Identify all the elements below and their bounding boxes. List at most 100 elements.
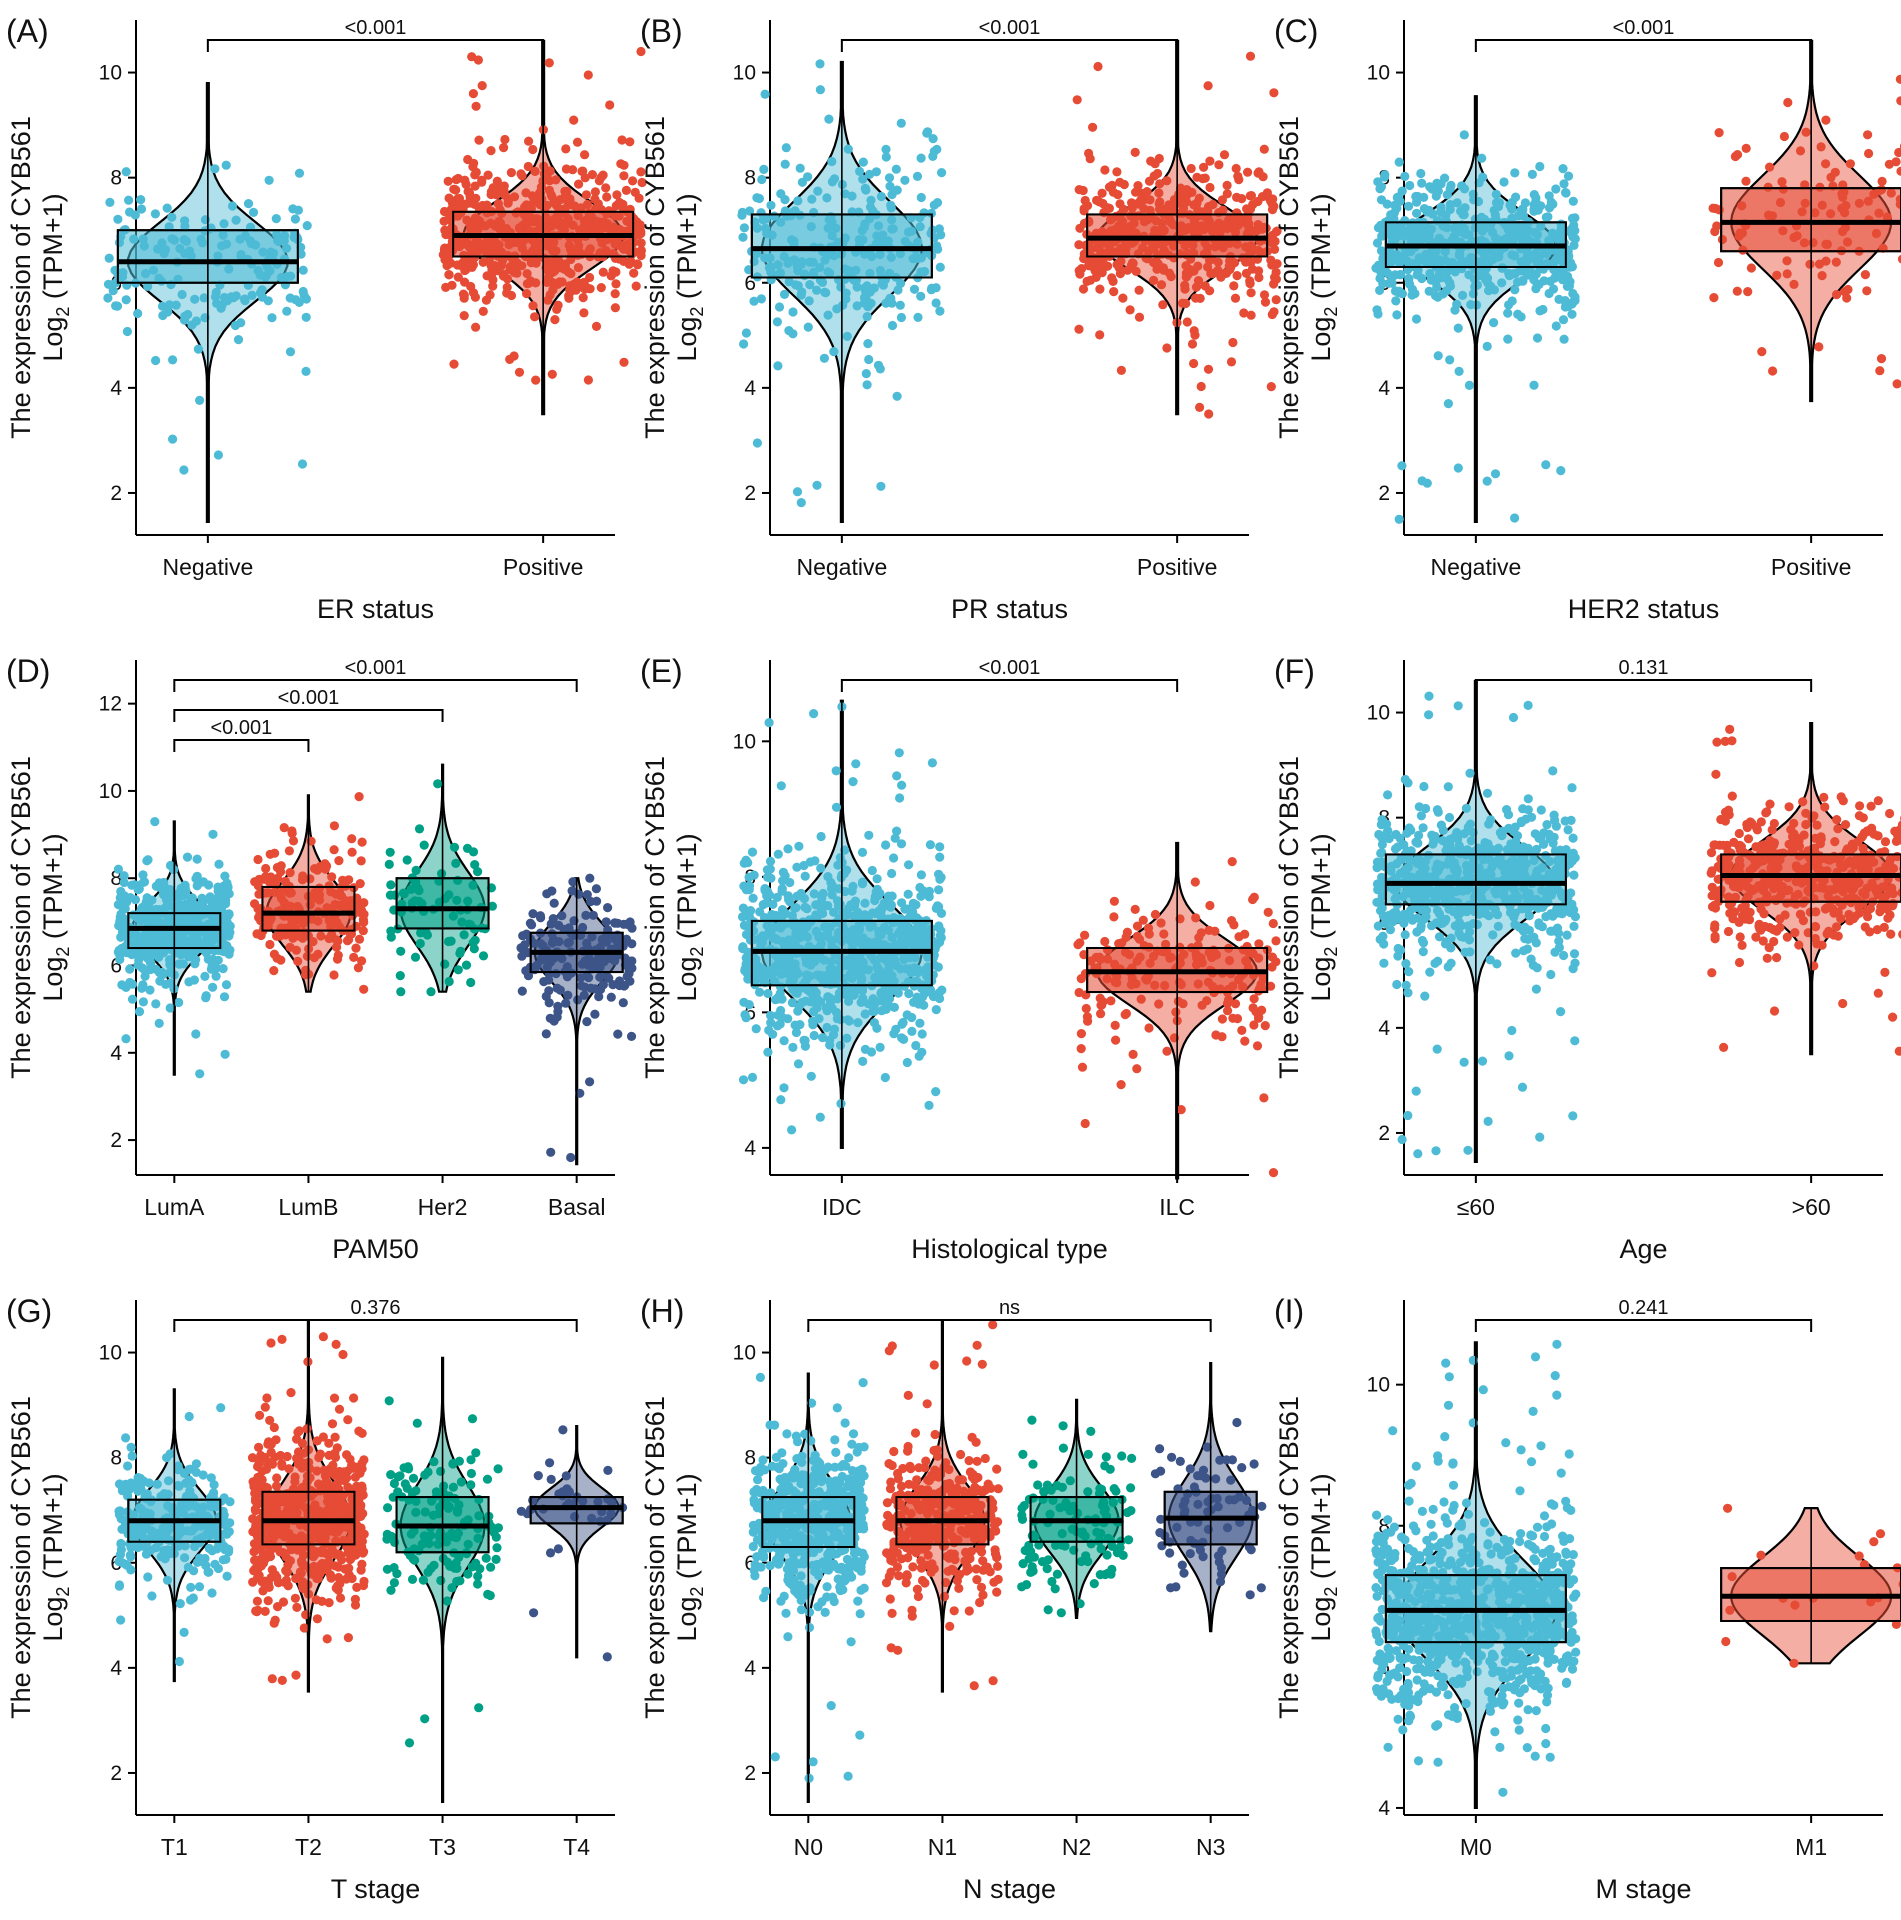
data-point <box>291 923 301 934</box>
data-point <box>1085 154 1095 164</box>
data-point <box>1782 256 1792 266</box>
data-point <box>279 231 290 241</box>
data-point <box>876 271 886 281</box>
data-point <box>1502 845 1512 855</box>
data-point <box>451 858 461 869</box>
data-point <box>838 236 848 246</box>
data-point <box>1465 947 1475 957</box>
data-point <box>1570 1036 1580 1046</box>
data-point <box>867 865 877 876</box>
data-point <box>1222 180 1232 190</box>
data-point <box>816 831 826 842</box>
data-point <box>1102 945 1113 955</box>
data-point <box>924 1100 934 1110</box>
data-point <box>276 955 286 965</box>
data-point <box>1392 310 1402 320</box>
data-point <box>573 210 583 221</box>
data-point <box>931 1005 941 1015</box>
data-point <box>776 781 786 791</box>
data-point <box>1266 255 1276 265</box>
y-tick-label: 6 <box>744 272 756 295</box>
data-point <box>823 310 833 320</box>
data-point <box>1558 315 1569 325</box>
data-point <box>563 990 573 1000</box>
data-point <box>503 194 514 204</box>
data-point <box>548 246 558 256</box>
data-point <box>858 993 868 1003</box>
y-axis-sublabel: Log2 (TPM+1) <box>38 193 73 361</box>
x-axis-label: Age <box>1619 1234 1667 1264</box>
data-point <box>1746 263 1756 273</box>
data-point <box>566 269 576 279</box>
data-point <box>1554 936 1564 946</box>
data-point <box>1710 226 1720 237</box>
data-point <box>180 249 190 259</box>
data-point <box>521 188 531 198</box>
data-point <box>895 300 905 310</box>
data-point <box>909 284 920 294</box>
data-point <box>756 208 766 218</box>
data-point <box>151 999 161 1009</box>
data-point <box>1397 461 1407 471</box>
data-point <box>869 1018 880 1028</box>
data-point <box>168 434 178 444</box>
points-Positive <box>438 46 647 385</box>
data-point <box>619 171 629 181</box>
data-point <box>471 322 481 332</box>
data-point <box>1377 839 1387 850</box>
data-point <box>1433 351 1443 361</box>
data-point <box>613 918 623 928</box>
data-point <box>766 924 776 934</box>
data-point <box>1544 191 1554 201</box>
data-point <box>1520 261 1531 271</box>
data-point <box>1535 306 1545 316</box>
data-point <box>1400 171 1410 181</box>
data-point <box>1799 238 1809 248</box>
x-tick-label: Negative <box>162 554 253 580</box>
data-point <box>887 190 897 200</box>
data-point <box>1398 840 1408 850</box>
data-point <box>1193 979 1203 989</box>
data-point <box>1440 173 1450 183</box>
data-point <box>1430 291 1441 301</box>
data-point <box>1202 996 1212 1006</box>
data-point <box>799 929 809 939</box>
data-point <box>470 170 480 180</box>
data-point <box>1458 210 1468 220</box>
data-point <box>815 85 826 95</box>
data-point <box>1094 952 1105 962</box>
data-point <box>1864 148 1874 159</box>
data-point <box>506 168 516 178</box>
data-point <box>151 355 161 366</box>
data-point <box>162 203 172 213</box>
data-point <box>396 987 406 997</box>
data-point <box>893 988 903 998</box>
data-point <box>907 226 917 236</box>
data-point <box>160 938 170 948</box>
data-point <box>481 246 491 256</box>
data-point <box>1434 255 1444 265</box>
data-point <box>154 952 164 962</box>
data-point <box>269 966 279 976</box>
data-point <box>280 923 290 934</box>
data-point <box>1479 224 1489 234</box>
data-point <box>551 969 561 979</box>
data-point <box>587 170 598 180</box>
data-point <box>1224 261 1234 271</box>
data-point <box>1203 242 1213 252</box>
data-point <box>888 918 898 928</box>
data-point <box>625 137 635 147</box>
data-point <box>773 849 783 859</box>
data-point <box>1419 781 1429 792</box>
data-point <box>185 914 195 924</box>
data-point <box>788 307 798 317</box>
data-point <box>783 958 794 968</box>
data-point <box>1411 837 1421 847</box>
data-point <box>1226 357 1237 367</box>
data-point <box>544 272 554 282</box>
data-point <box>1180 284 1190 294</box>
data-point <box>1248 200 1258 210</box>
data-point <box>240 296 250 306</box>
data-point <box>1227 223 1237 233</box>
data-point <box>539 977 549 987</box>
